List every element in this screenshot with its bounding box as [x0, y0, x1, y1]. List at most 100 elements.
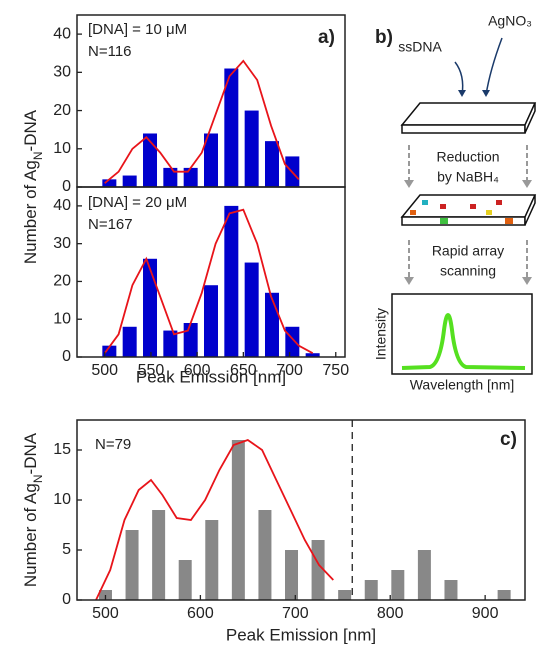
y-axis-label-part: Number of Ag — [21, 160, 40, 264]
bar — [152, 510, 166, 600]
bar — [364, 580, 378, 600]
input-label: AgNO₃ — [488, 13, 532, 29]
x-tick-label: 500 — [91, 362, 118, 379]
bar — [444, 580, 458, 600]
y-tick-label: 10 — [53, 491, 71, 508]
bar — [285, 550, 299, 600]
y-tick-label: 15 — [53, 441, 71, 458]
x-axis-label: Peak Emission [nm] — [136, 367, 286, 386]
panel-label: c) — [500, 429, 517, 450]
annotation: [DNA] = 10 μM — [88, 21, 187, 38]
y-axis-label-part: N — [31, 151, 45, 160]
y-tick-label: 30 — [53, 235, 71, 252]
x-tick-label: 800 — [377, 605, 404, 622]
bar — [391, 570, 405, 600]
bar — [224, 68, 239, 187]
bar — [244, 262, 259, 357]
fit-line — [103, 208, 314, 354]
bar — [183, 323, 198, 357]
axis-label: Wavelength [nm] — [410, 377, 515, 393]
bar — [285, 326, 300, 357]
y-tick-label: 20 — [53, 273, 71, 290]
bar — [311, 540, 325, 600]
input-label: ssDNA — [398, 39, 442, 55]
bar — [305, 353, 320, 357]
arrow-head — [404, 180, 414, 188]
x-tick-label: 750 — [322, 362, 349, 379]
panel-label: b) — [375, 27, 393, 48]
well-plate — [400, 102, 537, 134]
x-tick-label: 700 — [276, 362, 303, 379]
bar — [417, 550, 431, 600]
bar — [204, 285, 218, 357]
step-label: Rapid array — [432, 243, 504, 259]
y-tick-label: 10 — [53, 140, 71, 157]
bar — [122, 175, 137, 187]
y-tick-label: 40 — [53, 25, 71, 42]
y-tick-label: 30 — [53, 64, 71, 81]
annotation: N=116 — [88, 43, 132, 60]
panel-label: a) — [318, 27, 335, 48]
arrow-head — [404, 277, 414, 285]
bar — [163, 167, 178, 187]
annotation: N=79 — [95, 436, 131, 453]
spectrum-curve — [401, 313, 526, 370]
y-axis-label: Number of AgN-DNA — [21, 109, 45, 264]
y-axis-label-part: Number of Ag — [21, 483, 40, 587]
axis-label: Intensity — [373, 308, 389, 360]
bar — [264, 292, 279, 357]
x-tick-label: 700 — [282, 605, 309, 622]
x-tick-label: 500 — [92, 605, 119, 622]
x-tick-label: 600 — [187, 605, 214, 622]
y-axis-label-part: N — [31, 474, 45, 483]
bar — [163, 330, 178, 357]
bar — [125, 530, 139, 600]
bar — [231, 440, 245, 600]
y-tick-label: 0 — [62, 178, 71, 195]
y-axis-label: Number of AgN-DNA — [21, 432, 45, 587]
fit-line — [104, 59, 300, 184]
annotation: [DNA] = 20 μM — [88, 194, 187, 211]
x-tick-label: 900 — [472, 605, 499, 622]
bar — [122, 326, 137, 357]
bar — [143, 258, 158, 357]
bar — [183, 167, 198, 187]
step-label: by NaBH₄ — [437, 169, 499, 185]
x-tick-label: 600 — [184, 362, 211, 379]
fit-line — [95, 438, 334, 601]
bar — [143, 133, 158, 187]
x-axis-label: Peak Emission [nm] — [226, 625, 376, 644]
arrow-head — [482, 90, 490, 97]
step-label: Reduction — [436, 149, 499, 165]
spectrum-box — [391, 293, 533, 375]
well-plate — [400, 194, 537, 226]
plot-frame — [76, 419, 526, 601]
arrow-head — [522, 180, 532, 188]
arrow — [485, 37, 503, 96]
arrow-head — [522, 277, 532, 285]
bar — [102, 345, 117, 357]
bar — [102, 179, 117, 187]
plot-frame — [76, 186, 346, 358]
bar — [244, 110, 259, 187]
bar — [264, 141, 279, 187]
bar — [178, 560, 192, 600]
y-tick-label: 10 — [53, 310, 71, 327]
bar — [205, 520, 219, 600]
bar — [497, 590, 511, 600]
y-axis-label-part: -DNA — [21, 432, 40, 474]
x-tick-label: 650 — [230, 362, 257, 379]
bar — [338, 590, 352, 600]
x-tick-label: 550 — [138, 362, 165, 379]
bar — [224, 205, 239, 357]
y-tick-label: 0 — [62, 348, 71, 365]
bar — [204, 133, 218, 187]
arrow-head — [458, 90, 466, 97]
bar — [258, 510, 272, 600]
y-tick-label: 40 — [53, 197, 71, 214]
y-tick-label: 5 — [62, 541, 71, 558]
schematic: b) ssDNA AgNO₃ Reduction by NaBH₄ — [373, 13, 537, 393]
y-tick-label: 0 — [62, 591, 71, 608]
annotation: N=167 — [88, 216, 133, 233]
